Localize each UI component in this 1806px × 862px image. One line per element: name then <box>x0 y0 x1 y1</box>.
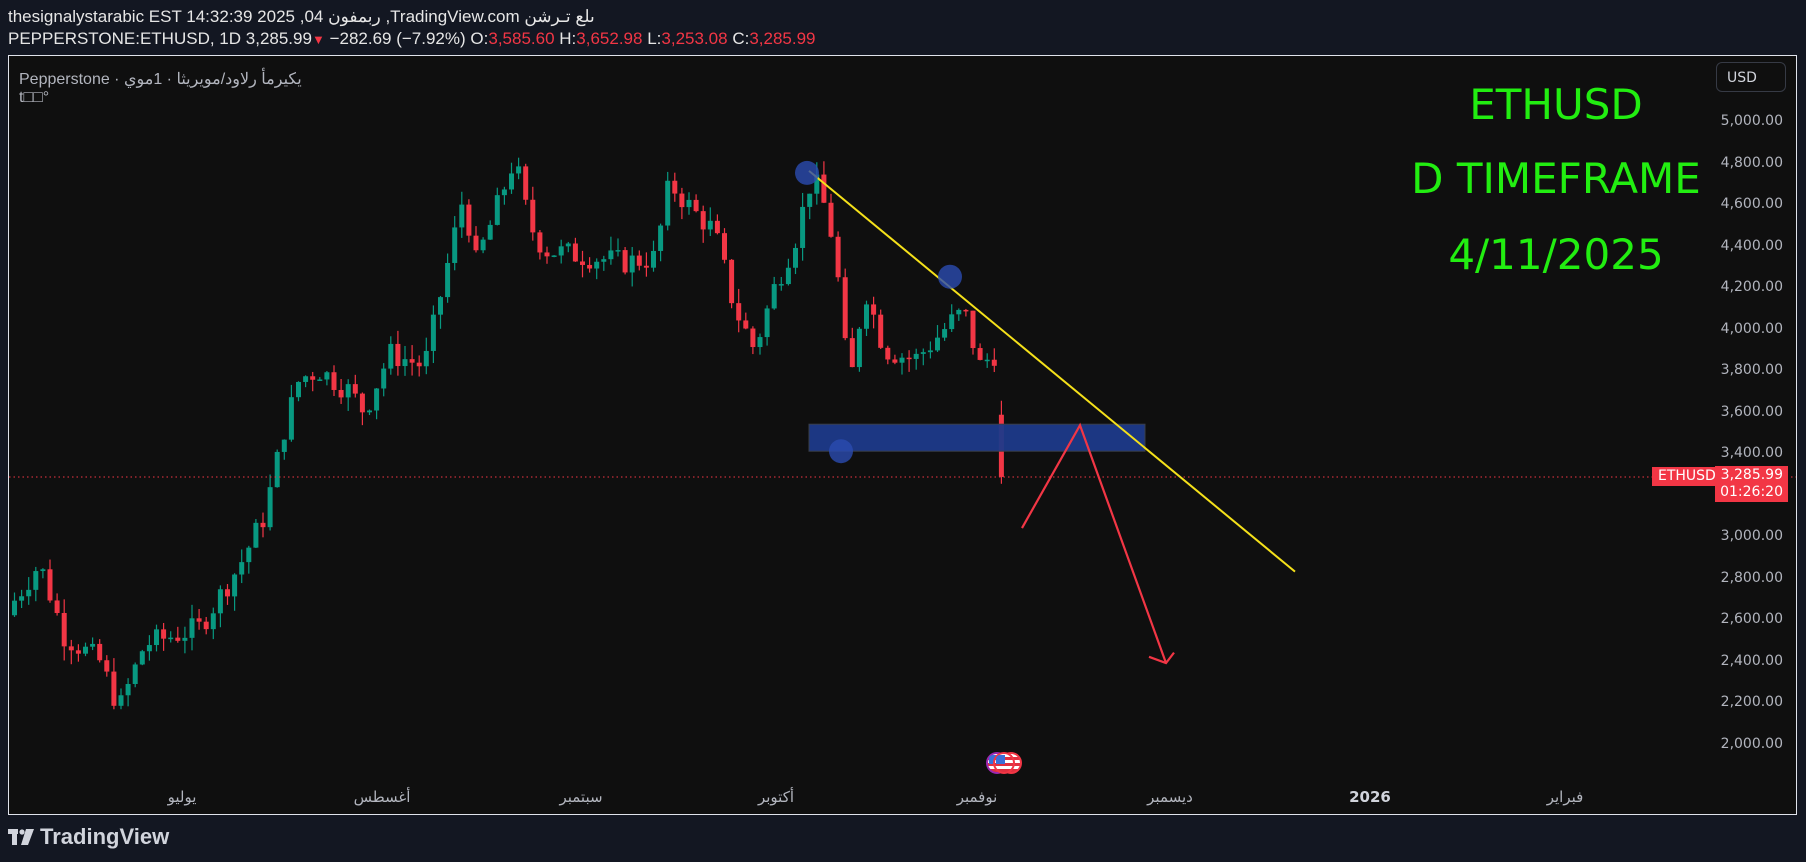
price-tick: 2,000.00 <box>1720 736 1783 752</box>
low-value: 3,253.08 <box>661 29 728 48</box>
time-tick: ديسمبر <box>1147 788 1193 806</box>
price-change: −282.69 (−7.92%) <box>329 29 466 48</box>
time-tick: فبراير <box>1546 788 1584 806</box>
candlestick-plot[interactable] <box>9 56 1797 815</box>
symbol-name: PEPPERSTONE:ETHUSD, 1D <box>8 29 242 48</box>
symbol-ohlc-line: PEPPERSTONE:ETHUSD, 1D 3,285.99▼ −282.69… <box>8 29 816 48</box>
time-tick: نوفمبر <box>956 788 998 806</box>
time-tick: أغسطس <box>353 788 411 806</box>
currency-button[interactable]: USD <box>1716 62 1786 92</box>
annotation-timeframe: D TIMEFRAME <box>1411 154 1701 203</box>
last-price-label: 3,285.99 01:26:20 <box>1715 466 1788 502</box>
legend-indicators: t□□° <box>19 89 50 106</box>
footer-branding: TradingView <box>8 824 169 850</box>
last-price: 3,285.99 <box>245 29 312 48</box>
chart-pane[interactable]: Pepperstone · يكيرمأ رلاود/مويريثا · 1مو… <box>8 55 1797 815</box>
price-tick: 2,800.00 <box>1720 569 1783 586</box>
triangle-down-icon: ▼ <box>311 32 325 47</box>
price-tick: 3,000.00 <box>1720 528 1783 545</box>
price-tick: 2,600.00 <box>1720 611 1783 628</box>
time-tick: سبتمبر <box>559 788 603 806</box>
price-tick: 3,800.00 <box>1720 362 1783 379</box>
us-flag-event-icon[interactable] <box>993 752 1015 774</box>
bar-countdown: 01:26:20 <box>1720 484 1783 500</box>
annotation-date: 4/11/2025 <box>1448 230 1664 279</box>
symbol-price-label: ETHUSD <box>1652 467 1722 486</box>
series-legend: Pepperstone · يكيرمأ رلاود/مويريثا · 1مو… <box>19 71 302 88</box>
time-tick: 2026 <box>1349 788 1391 806</box>
price-tick: 2,400.00 <box>1720 652 1783 669</box>
price-tick: 2,200.00 <box>1720 694 1783 711</box>
price-tick: 4,400.00 <box>1720 237 1783 254</box>
close-value: 3,285.99 <box>749 29 816 48</box>
annotation-symbol: ETHUSD <box>1469 80 1643 129</box>
price-tick: 3,600.00 <box>1720 403 1783 420</box>
price-tick: 3,400.00 <box>1720 445 1783 462</box>
high-value: 3,652.98 <box>576 29 643 48</box>
time-tick: أكتوبر <box>757 788 795 806</box>
open-value: 3,585.60 <box>488 29 555 48</box>
price-tick: 4,000.00 <box>1720 320 1783 337</box>
price-tick: 5,000.00 <box>1720 113 1783 129</box>
tradingview-logo-icon <box>8 829 34 845</box>
publish-info: thesignalystarabic EST 14:32:39 2025 ,04… <box>8 7 595 26</box>
time-tick: يوليو <box>167 788 197 806</box>
price-tick: 4,200.00 <box>1720 279 1783 296</box>
price-tick: 4,600.00 <box>1720 196 1783 213</box>
last-price-value: 3,285.99 <box>1720 467 1783 483</box>
brand-name: TradingView <box>40 824 170 849</box>
price-tick: 4,800.00 <box>1720 154 1783 171</box>
